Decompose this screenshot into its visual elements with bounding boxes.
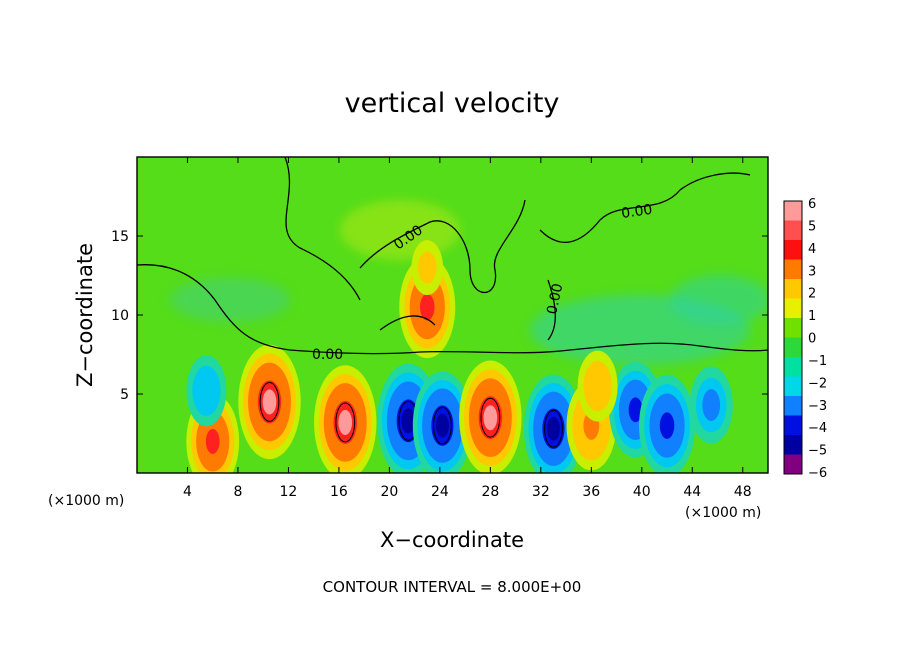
cell-contour [544, 409, 563, 448]
downdraft-cell [639, 374, 696, 473]
colorbar-swatch [784, 435, 802, 455]
colorbar-tick-label: 1 [808, 309, 816, 324]
contour-line [284, 157, 361, 301]
contour-line [539, 172, 751, 243]
cell-ring [628, 397, 643, 423]
cell-ring [262, 389, 277, 415]
cell-ring [338, 409, 353, 435]
colorbar-swatch [784, 318, 802, 338]
colorbar-tick-label: −1 [808, 354, 827, 369]
plot-area [137, 157, 768, 473]
updraft-cell [314, 365, 377, 473]
colorbar: 6 5 4 3 2 1 0 −1 −2 −3 −4 −5 −6 [783, 197, 827, 481]
x-tick-label: 24 [431, 484, 449, 500]
cell-contour [335, 402, 356, 443]
contour-label: 0.00 [312, 347, 343, 363]
cell-ring [546, 416, 560, 441]
cell-ring [659, 412, 675, 439]
x-tick-label: 40 [633, 484, 651, 500]
contour-label: 0.00 [544, 282, 566, 316]
x-unit-label-left: (×1000 m) [48, 493, 124, 509]
contour-line [379, 315, 436, 331]
x-tick-label: 16 [330, 484, 348, 500]
contour-line [547, 279, 556, 341]
cell-ring [483, 405, 498, 431]
cell-ring [589, 371, 606, 401]
colorbar-swatch [784, 415, 802, 436]
colorbar-swatch [784, 357, 802, 377]
updraft-cell [238, 344, 301, 460]
colorbar-frame [783, 200, 803, 475]
colorbar-tick-label: 4 [808, 242, 816, 257]
weak-downdraft-patch [170, 278, 290, 322]
updraft-cell [459, 360, 522, 473]
x-tick-label: 20 [380, 484, 398, 500]
colorbar-swatch [784, 201, 802, 221]
updraft-cell [411, 240, 444, 296]
cell-ring [205, 428, 220, 454]
contour-line [359, 199, 526, 294]
colorbar-tick-label: 3 [808, 264, 816, 279]
x-tick-label: 8 [233, 484, 242, 500]
colorbar-swatch [784, 337, 802, 358]
downdraft-cell [186, 355, 227, 427]
cell-ring [702, 389, 721, 421]
colorbar-swatch [784, 259, 802, 280]
x-axis: 4 8 12 16 20 24 28 32 36 40 44 48 [183, 157, 752, 500]
x-tick-label: 12 [280, 484, 298, 500]
y-tick-label: 15 [111, 229, 129, 245]
colorbar-tick-label: −6 [808, 466, 827, 481]
x-tick-label: 32 [532, 484, 550, 500]
colorbar-tick-label: 0 [808, 332, 816, 347]
x-axis-label: X−coordinate [380, 528, 524, 552]
colorbar-swatch [784, 376, 802, 397]
colorbar-tick-label: 5 [808, 219, 816, 234]
cell-ring [435, 413, 449, 438]
contour-line [137, 264, 768, 355]
colorbar-tick-label: −4 [808, 421, 827, 436]
colorbar-swatch [784, 240, 802, 260]
cell-ring [420, 293, 435, 321]
cell-contour [433, 406, 452, 445]
cell-ring [401, 408, 416, 434]
contour-label: 0.00 [620, 202, 653, 222]
colorbar-tick-label: −5 [808, 444, 827, 459]
weak-downdraft-patch [670, 275, 768, 325]
cell-contour [480, 397, 501, 438]
y-tick-label: 5 [120, 387, 129, 403]
contour-interval-note: CONTOUR INTERVAL = 8.000E+00 [323, 578, 582, 596]
colorbar-tick-label: 6 [808, 197, 816, 212]
downdraft-cell [412, 371, 472, 473]
colorbar-swatch [784, 279, 802, 299]
cell-ring [198, 376, 215, 406]
zero-contours [137, 157, 768, 355]
colorbar-swatch [784, 454, 802, 475]
x-tick-label: 28 [481, 484, 499, 500]
cell-ring [418, 251, 437, 284]
updraft-cell [577, 350, 618, 422]
y-axis: 5 10 15 [111, 229, 768, 403]
colorbar-tick-label: 2 [808, 287, 816, 302]
x-tick-label: 36 [582, 484, 600, 500]
x-unit-label-right: (×1000 m) [685, 505, 761, 521]
colorbar-tick-label: −2 [808, 376, 827, 391]
x-tick-label: 4 [183, 484, 192, 500]
colorbar-swatch [784, 298, 802, 319]
colorbar-tick-label: −3 [808, 399, 827, 414]
colorbar-swatch [784, 396, 802, 416]
chart-title: vertical velocity [345, 88, 560, 119]
x-tick-label: 48 [734, 484, 752, 500]
x-tick-label: 44 [683, 484, 701, 500]
cell-contour [259, 381, 280, 422]
velocity-cells [186, 240, 733, 473]
y-tick-label: 10 [111, 308, 129, 324]
downdraft-cell [523, 374, 584, 473]
y-axis-label: Z−coordinate [73, 243, 97, 387]
downdraft-cell [689, 366, 733, 444]
colorbar-swatch [784, 220, 802, 241]
